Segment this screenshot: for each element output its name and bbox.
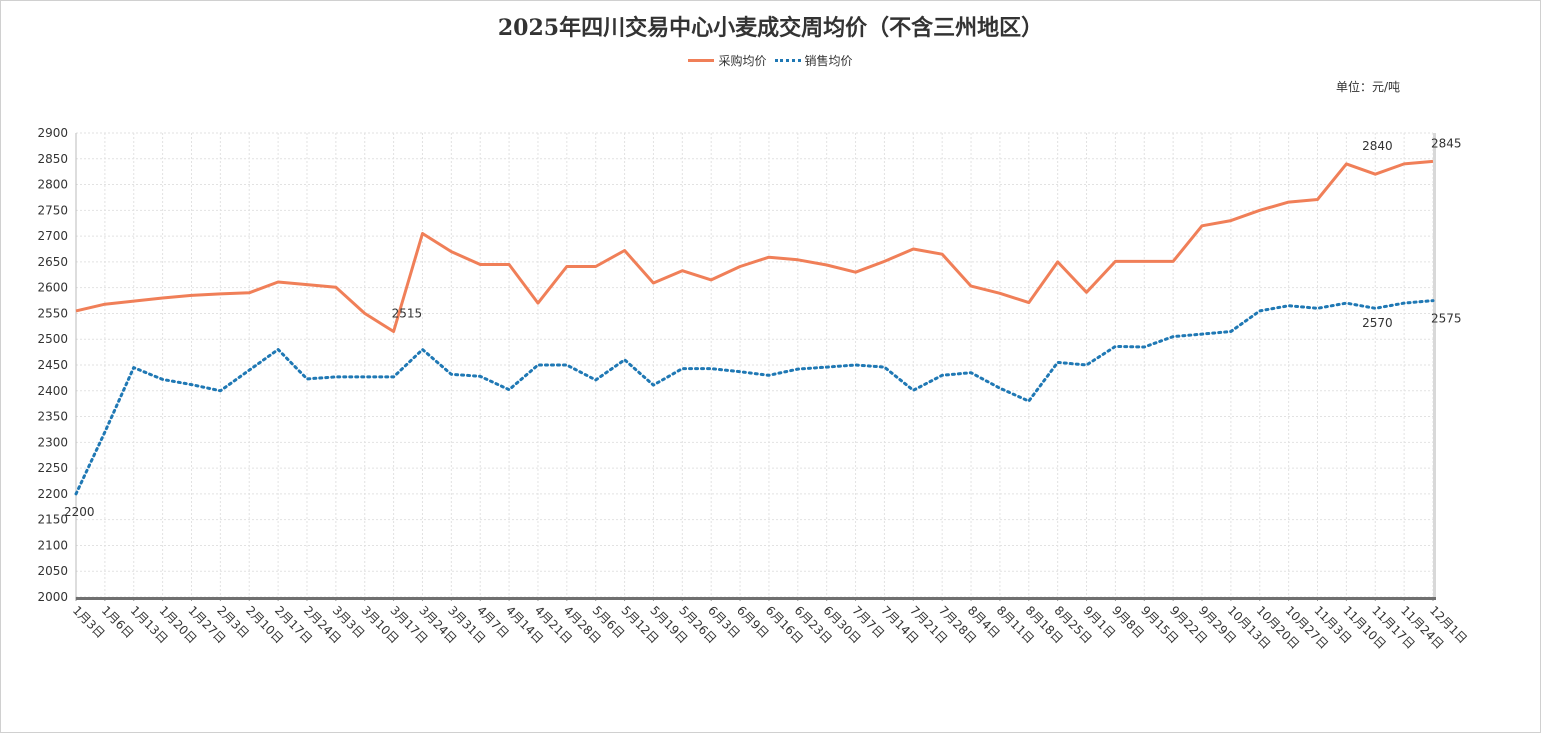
y-tick-label: 2300 bbox=[37, 435, 68, 449]
legend-label-sales: 销售均价 bbox=[804, 54, 853, 68]
y-tick-label: 2900 bbox=[37, 126, 68, 140]
y-tick-label: 2650 bbox=[37, 255, 68, 269]
y-tick-label: 2450 bbox=[37, 358, 68, 372]
y-tick-label: 2350 bbox=[37, 410, 68, 424]
y-tick-label: 2200 bbox=[37, 487, 68, 501]
y-tick-label: 2000 bbox=[37, 590, 68, 604]
y-tick-label: 2550 bbox=[37, 306, 68, 320]
y-tick-label: 2700 bbox=[37, 229, 68, 243]
legend-swatch-sales bbox=[774, 59, 801, 62]
data-label: 2570 bbox=[1362, 316, 1393, 330]
data-label: 2575 bbox=[1431, 312, 1462, 326]
plot-right-shadow bbox=[1433, 133, 1436, 600]
data-label: 2200 bbox=[64, 505, 95, 519]
legend-swatch-purchase bbox=[688, 59, 715, 62]
legend-item-sales[interactable]: 销售均价 bbox=[774, 52, 853, 69]
chart-legend: 采购均价 销售均价 bbox=[0, 52, 1541, 69]
data-label: 2840 bbox=[1362, 139, 1393, 153]
y-tick-label: 2500 bbox=[37, 332, 68, 346]
data-label: 2515 bbox=[392, 306, 423, 320]
legend-item-purchase[interactable]: 采购均价 bbox=[688, 52, 767, 69]
legend-label-purchase: 采购均价 bbox=[718, 54, 767, 68]
unit-label: 单位：元/吨 bbox=[1336, 80, 1401, 94]
y-tick-label: 2850 bbox=[37, 152, 68, 166]
y-tick-label: 2800 bbox=[37, 178, 68, 192]
chart-title: 2025年四川交易中心小麦成交周均价（不含三州地区） bbox=[497, 15, 1044, 41]
series-line-sales bbox=[74, 299, 1435, 496]
y-tick-label: 2100 bbox=[37, 538, 68, 552]
y-tick-label: 2400 bbox=[37, 384, 68, 398]
data-label: 2845 bbox=[1431, 136, 1462, 150]
y-tick-label: 2750 bbox=[37, 203, 68, 217]
y-tick-label: 2050 bbox=[37, 564, 68, 578]
y-tick-label: 2150 bbox=[37, 513, 68, 527]
y-tick-label: 2250 bbox=[37, 461, 68, 475]
y-tick-label: 2600 bbox=[37, 281, 68, 295]
x-axis-line bbox=[76, 597, 1436, 600]
series-line-purchase bbox=[75, 159, 1434, 333]
